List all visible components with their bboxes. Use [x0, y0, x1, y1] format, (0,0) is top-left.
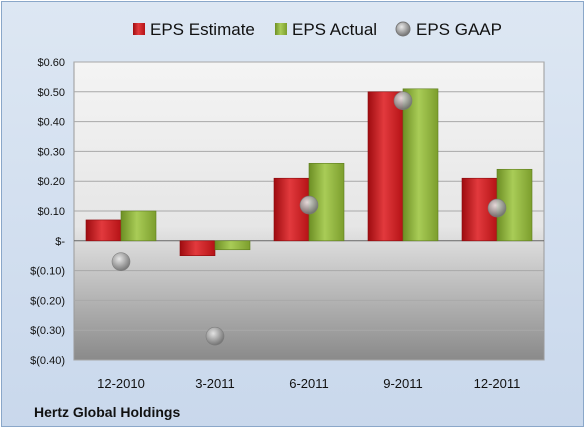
- x-category-label: 6-2011: [289, 376, 329, 391]
- y-tick-label: $0.50: [37, 87, 65, 99]
- x-category-label: 9-2011: [383, 376, 423, 391]
- bar-eps-estimate: [179, 240, 216, 257]
- gaap-points: [111, 91, 507, 346]
- x-category-label: 12-2010: [97, 376, 145, 391]
- point-eps-gaap: [299, 195, 319, 215]
- point-eps-gaap: [205, 326, 225, 346]
- y-tick-label: $0.60: [37, 57, 65, 69]
- x-axis-categories: 12-2010 3-2011 6-2011 9-2011 12-2011: [97, 376, 520, 391]
- y-tick-label: $(0.10): [30, 266, 65, 278]
- point-eps-gaap: [111, 252, 131, 271]
- bar-eps-actual: [402, 88, 439, 242]
- legend-label-actual: EPS Actual: [292, 20, 377, 39]
- legend-marker-gaap: [395, 21, 411, 37]
- point-eps-gaap: [393, 91, 413, 111]
- y-tick-label: $0.30: [37, 146, 65, 158]
- bar-eps-estimate: [367, 91, 404, 242]
- legend-swatch-estimate: [133, 23, 145, 35]
- y-tick-label: $0.20: [37, 176, 65, 188]
- bar-eps-actual: [214, 240, 251, 251]
- y-tick-label: $0.10: [37, 206, 65, 218]
- y-tick-label: $(0.20): [30, 295, 65, 307]
- legend-label-gaap: EPS GAAP: [416, 20, 502, 39]
- y-axis-ticks: $0.60 $0.50 $0.40 $0.30 $0.20 $0.10 $- $(0.10) $…: [30, 57, 65, 367]
- company-name: Hertz Global Holdings: [34, 404, 181, 420]
- bar-eps-actual: [120, 210, 157, 242]
- legend: EPS Estimate EPS Actual EPS GAAP: [133, 20, 502, 39]
- x-category-label: 12-2011: [474, 376, 521, 391]
- legend-label-estimate: EPS Estimate: [150, 20, 255, 39]
- y-tick-label: $0.40: [37, 117, 65, 129]
- x-category-label: 3-2011: [195, 376, 235, 391]
- y-tick-label: $(0.30): [30, 325, 65, 337]
- y-tick-label: $(0.40): [30, 355, 65, 367]
- bar-series: [85, 88, 533, 257]
- y-tick-label: $-: [55, 236, 65, 248]
- point-eps-gaap: [487, 198, 507, 218]
- bar-eps-estimate: [85, 219, 122, 242]
- legend-swatch-actual: [275, 23, 287, 35]
